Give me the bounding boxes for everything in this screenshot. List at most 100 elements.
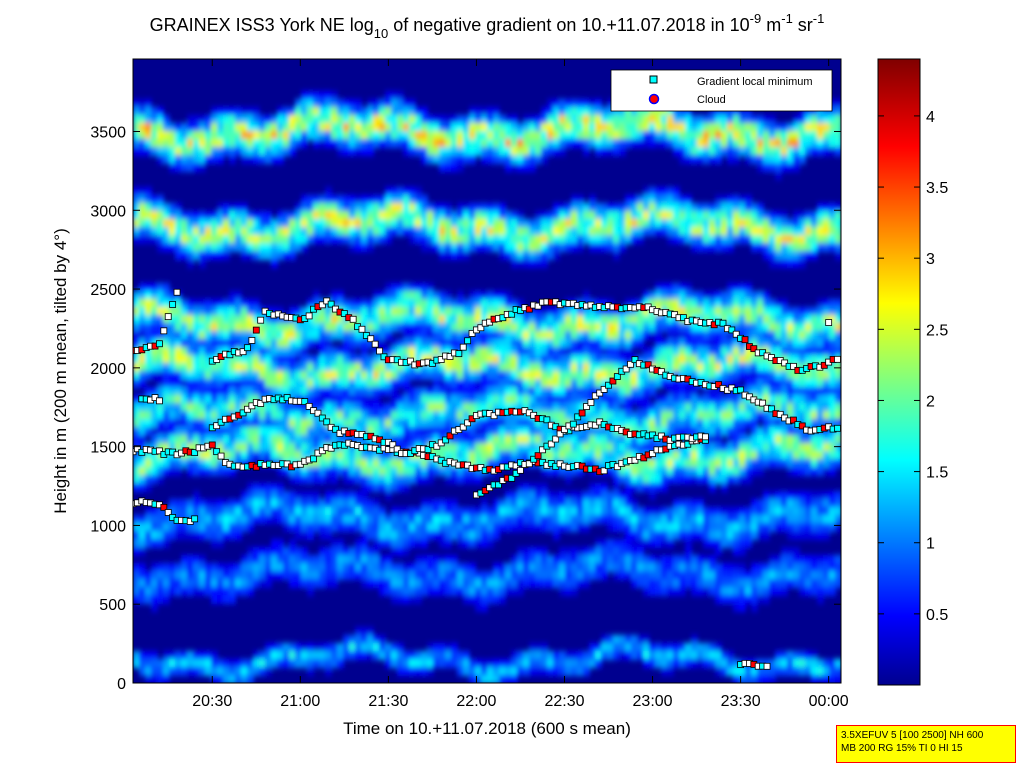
- gradient-minimum-marker: [569, 420, 577, 428]
- gradient-minimum-marker: [332, 425, 339, 433]
- gradient-minimum-marker: [737, 386, 745, 394]
- gradient-minimum-marker: [455, 350, 463, 358]
- gradient-minimum-marker: [318, 414, 326, 422]
- gradient-minimum-marker: [160, 503, 168, 511]
- gradient-minimum-marker: [446, 353, 454, 360]
- x-axis: 20:30 21:00 21:30 22:00 22:30 23:00 23:30 00:00: [192, 59, 849, 710]
- gradient-minimum-marker: [371, 340, 379, 348]
- x-tick-label: 20:30: [192, 693, 232, 710]
- gradient-minimum-marker: [169, 301, 177, 308]
- gradient-minimum-marker: [600, 467, 608, 475]
- gradient-minimum-marker: [525, 460, 533, 468]
- gradient-minimum-marker: [790, 416, 797, 424]
- gradient-minimum-marker: [217, 452, 225, 460]
- gradient-minimum-marker: [644, 361, 652, 369]
- gradient-minimum-marker: [459, 423, 467, 431]
- gradient-minimum-marker: [715, 381, 722, 389]
- gradient-minimum-marker: [517, 466, 524, 474]
- gradient-minimum-marker: [305, 312, 313, 320]
- gradient-minimum-marker: [561, 426, 568, 433]
- gradient-minimum-marker: [323, 418, 331, 426]
- x-tick-label: 22:00: [456, 693, 496, 710]
- gradient-minimum-marker: [164, 313, 172, 321]
- gradient-minimum-marker: [728, 326, 736, 334]
- gradient-minimum-marker: [257, 400, 265, 407]
- gradient-minimum-marker: [349, 315, 357, 323]
- gradient-minimum-marker: [318, 301, 326, 309]
- gradient-minimum-marker: [464, 419, 472, 427]
- colorbar-tick-label: 3.5: [926, 180, 948, 197]
- gradient-minimum-marker: [340, 310, 348, 317]
- gradient-minimum-marker: [768, 405, 775, 413]
- gradient-minimum-marker: [213, 448, 221, 456]
- gradient-minimum-marker: [578, 409, 586, 417]
- gradient-minimum-marker: [657, 368, 665, 376]
- gradient-minimum-marker: [393, 445, 401, 453]
- gradient-minimum-marker: [389, 441, 397, 449]
- gradient-minimum-marker: [244, 344, 251, 352]
- gradient-minimum-marker: [605, 381, 612, 389]
- gradient-minimum-marker: [534, 302, 542, 310]
- gradient-minimum-marker: [530, 455, 538, 463]
- x-tick-label: 22:30: [544, 693, 584, 710]
- y-tick-label: 0: [117, 676, 126, 693]
- marker-layer: [133, 288, 841, 670]
- gradient-minimum-marker: [160, 327, 168, 335]
- gradient-minimum-marker: [244, 405, 251, 413]
- gradient-minimum-marker: [600, 385, 608, 393]
- gradient-minimum-marker: [424, 446, 432, 453]
- chart-title: GRAINEX ISS3 York NE log10 of negative g…: [150, 11, 825, 41]
- gradient-minimum-marker: [164, 509, 172, 516]
- gradient-minimum-marker: [252, 463, 260, 471]
- gradient-minimum-marker: [301, 398, 309, 405]
- gradient-minimum-marker: [543, 416, 551, 424]
- colorbar: 0.5 1 1.5 2 2.5 3 3.5 4: [877, 58, 948, 686]
- gradient-minimum-marker: [539, 446, 546, 454]
- legend-label-cloud: Cloud: [697, 94, 726, 106]
- gradient-minimum-marker: [468, 330, 476, 337]
- gradient-minimum-marker: [763, 662, 771, 670]
- gradient-minimum-marker: [552, 435, 560, 443]
- gradient-minimum-marker: [825, 319, 833, 326]
- gradient-minimum-marker: [376, 347, 383, 355]
- gradient-minimum-marker: [464, 337, 472, 345]
- info-box: 3.5XEFUV 5 [100 2500] NH 600 MB 200 RG 1…: [836, 725, 1016, 763]
- gradient-minimum-marker: [741, 336, 749, 344]
- y-tick-label: 1500: [90, 440, 126, 457]
- info-line-2: MB 200 RG 15% TI 0 HI 15: [841, 743, 963, 754]
- x-tick-label: 21:00: [280, 693, 320, 710]
- gradient-minimum-marker: [798, 422, 806, 430]
- gradient-minimum-marker: [508, 474, 516, 482]
- colorbar-tick-label: 4: [926, 109, 935, 126]
- gradient-minimum-marker: [732, 330, 740, 338]
- gradient-minimum-marker: [631, 456, 639, 464]
- x-tick-label: 00:00: [809, 693, 849, 710]
- gradient-minimum-marker: [596, 389, 604, 397]
- colorbar-tick-label: 0.5: [926, 607, 948, 624]
- y-axis-label: Height in m (200 m mean, tilted by 4°): [51, 228, 70, 514]
- gradient-minimum-marker: [631, 356, 639, 364]
- gradient-minimum-marker: [213, 422, 221, 430]
- gradient-minimum-marker: [587, 399, 595, 407]
- gradient-minimum-marker: [156, 340, 163, 348]
- gradient-minimum-marker: [547, 440, 555, 448]
- gradient-minimum-marker: [627, 360, 634, 368]
- colorbar-tick-label: 2.5: [926, 322, 948, 339]
- gradient-minimum-marker: [191, 449, 199, 456]
- y-axis: 0 500 1000 1500 2000 2500 3000 3500: [90, 124, 841, 693]
- gradient-minimum-marker: [156, 447, 163, 455]
- gradient-minimum-marker: [442, 436, 450, 444]
- gradient-minimum-marker: [679, 314, 687, 322]
- y-tick-label: 1000: [90, 518, 126, 535]
- colorbar-tick-label: 3: [926, 251, 935, 268]
- info-line-1: 3.5XEFUV 5 [100 2500] NH 600: [841, 730, 984, 741]
- y-tick-label: 3500: [90, 124, 126, 141]
- gradient-minimum-marker: [367, 335, 375, 343]
- gradient-minimum-marker: [790, 362, 797, 370]
- gradient-minimum-marker: [622, 365, 630, 373]
- gradient-minimum-marker: [556, 430, 564, 438]
- x-tick-label: 23:30: [721, 693, 761, 710]
- gradient-minimum-marker: [834, 424, 841, 432]
- y-tick-label: 3000: [90, 203, 126, 220]
